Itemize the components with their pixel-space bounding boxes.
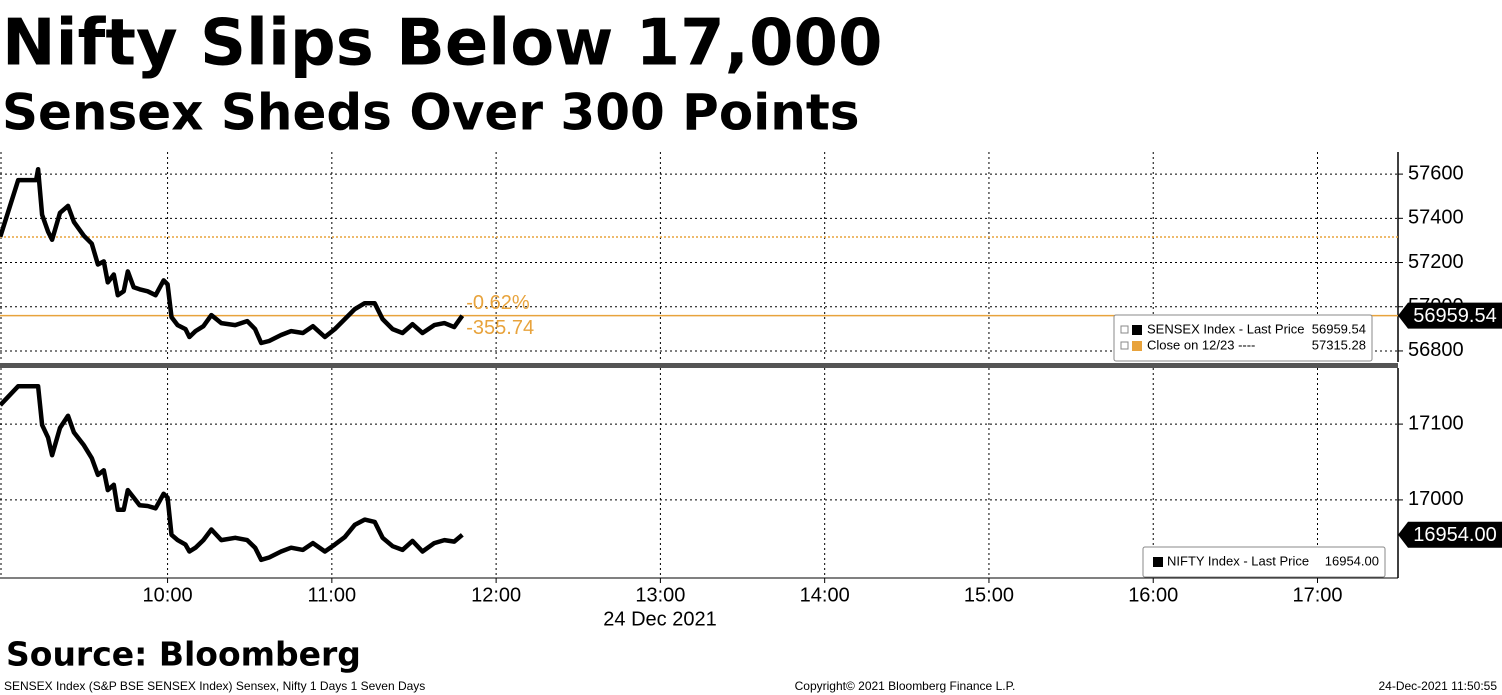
price-tag xyxy=(1398,302,1502,329)
x-tick-label: 14:00 xyxy=(800,584,850,606)
x-tick-label: 11:00 xyxy=(308,584,357,606)
y-tick-label: 57400 xyxy=(1408,207,1464,229)
source: Source: Bloomberg xyxy=(6,635,361,674)
price-tag xyxy=(1398,521,1502,548)
legend-swatch xyxy=(1132,325,1142,335)
legend-swatch xyxy=(1153,557,1163,567)
subtitle: Sensex Sheds Over 300 Points xyxy=(2,84,860,142)
footer-left: SENSEX Index (S&P BSE SENSEX Index) Sens… xyxy=(4,679,425,693)
x-tick-label: 13:00 xyxy=(635,584,685,606)
y-tick-label: 17100 xyxy=(1408,412,1464,434)
title: Nifty Slips Below 17,000 xyxy=(2,7,883,81)
y-tick-label: 56800 xyxy=(1408,339,1464,361)
x-tick-label: 16:00 xyxy=(1128,584,1178,606)
legend-toggle xyxy=(1120,325,1129,334)
footer-center: Copyright© 2021 Bloomberg Finance L.P. xyxy=(795,679,1016,693)
legend-swatch xyxy=(1132,341,1142,351)
legend-box xyxy=(1113,314,1373,362)
footer-right: 24-Dec-2021 11:50:55 xyxy=(1378,679,1497,693)
y-tick-label: 57600 xyxy=(1408,162,1464,184)
x-tick-label: 12:00 xyxy=(471,584,521,606)
legend-value: 16954.00 xyxy=(1325,553,1379,568)
legend-label: Close on 12/23 ---- xyxy=(1147,337,1255,352)
legend-toggle xyxy=(1120,341,1129,350)
change-pct: -0.62% xyxy=(466,292,530,314)
price-tag-label: 56959.54 xyxy=(1413,305,1496,327)
x-tick-label: 10:00 xyxy=(143,584,193,606)
change: -355.74 xyxy=(466,317,534,339)
legend-value: 57315.28 xyxy=(1312,337,1366,352)
legend-box xyxy=(1142,546,1386,578)
legend-value: 56959.54 xyxy=(1312,321,1366,336)
x-tick-label: 15:00 xyxy=(964,584,1014,606)
y-tick-label: 17000 xyxy=(1408,488,1464,510)
series-line xyxy=(0,383,464,563)
legend-label: SENSEX Index - Last Price xyxy=(1147,321,1305,336)
price-tag-label: 16954.00 xyxy=(1413,524,1496,546)
legend-label: NIFTY Index - Last Price xyxy=(1167,553,1309,568)
panel-divider xyxy=(0,363,1398,368)
series-line xyxy=(0,166,465,346)
x-tick-label: 17:00 xyxy=(1292,584,1342,606)
y-tick-label: 57200 xyxy=(1408,251,1464,273)
date-label: 24 Dec 2021 xyxy=(603,608,716,630)
